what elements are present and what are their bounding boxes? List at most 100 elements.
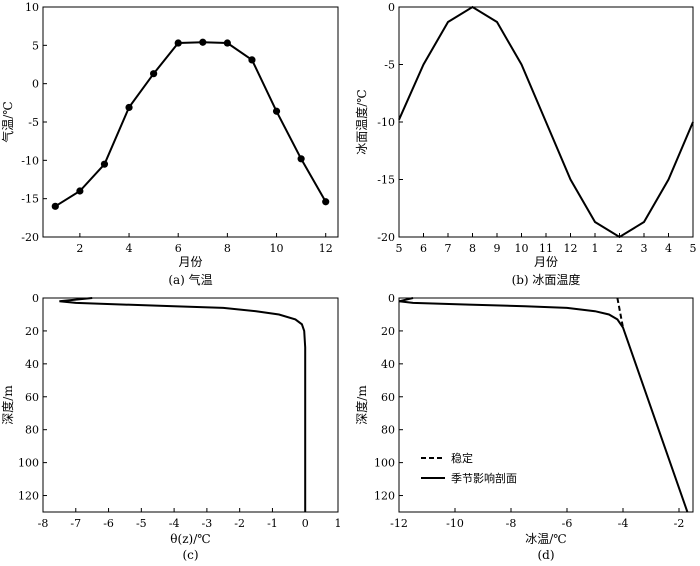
x-tick-label-b: 5 [396,242,403,255]
y-tick-label-d: 20 [381,325,395,338]
x-tick-label-b: 12 [564,242,578,255]
y-tick-label-d: 60 [381,391,395,404]
x-tick-label-d: -4 [618,517,629,530]
y-tick-label-d: 120 [374,490,395,503]
y-tick-label-d: 40 [381,358,395,371]
data-point-a [297,155,305,163]
x-tick-label-d: -2 [674,517,685,530]
x-tick-label-c: -3 [202,517,213,530]
x-tick-label-d: -12 [390,517,408,530]
x-tick-label-d: -8 [506,517,517,530]
y-axis-label-d: 深度/m [354,385,369,425]
y-tick-label-c: 80 [25,424,39,437]
y-tick-label-a: -10 [21,154,39,167]
data-point-a [223,39,231,47]
x-axis-label-c: θ(z)/℃ [170,532,210,546]
y-tick-label-c: 20 [25,325,39,338]
series-line-d-0 [616,297,624,328]
y-tick-label-b: -15 [377,174,395,187]
legend-label-d-1: 季节影响剖面 [451,471,517,485]
data-point-a [272,107,281,115]
data-point-a [100,160,109,168]
x-tick-label-b: 2 [616,242,623,255]
x-tick-label-b: 11 [539,242,553,255]
y-tick-label-c: 100 [18,457,39,470]
series-line-c-0 [59,297,307,512]
x-tick-label-c: -2 [234,517,245,530]
x-axis-label-b: 月份 [534,255,558,269]
x-tick-label-b: 7 [445,242,452,255]
data-point-a [51,202,59,210]
x-tick-label-a: 2 [76,242,83,255]
y-tick-label-a: 0 [32,78,39,91]
y-tick-label-d: 100 [374,457,395,470]
data-point-a [199,38,207,46]
plot-frame-d [398,297,694,513]
x-tick-label-a: 8 [224,242,231,255]
x-tick-label-b: 10 [515,242,529,255]
y-tick-label-b: -20 [377,231,395,244]
x-tick-label-c: -4 [169,517,180,530]
panel-caption-c: (c) [182,548,198,562]
x-tick-label-b: 5 [690,242,697,255]
x-tick-label-d: -10 [446,517,464,530]
y-tick-label-d: 0 [388,292,395,305]
x-tick-label-c: -6 [103,517,114,530]
y-axis-label-b: 冰面温度/℃ [354,89,369,154]
y-tick-label-d: 80 [381,424,395,437]
series-line-b-0 [398,5,694,239]
y-tick-label-b: -10 [377,116,395,129]
panel-a: 2 4 6 8 10 12 10 5 0 -5 -10 -15 -20 月份 气温/℃ (a) 气温 [0,1,339,287]
panel-caption-a: (a) 气温 [168,272,212,287]
y-axis-label-c: 深度/m [0,385,15,425]
x-tick-label-b: 1 [592,242,599,255]
x-axis-label-a: 月份 [178,255,202,269]
series-line-a-0 [54,41,327,208]
y-tick-label-c: 40 [25,358,39,371]
data-point-a [150,70,158,78]
data-point-a [248,56,256,64]
panel-caption-d: (d) [537,548,554,562]
data-point-a [174,39,182,47]
data-point-a [76,187,84,195]
legend-label-d-0: 稳定 [451,451,473,465]
y-tick-label-c: 60 [25,391,39,404]
y-tick-label-a: -20 [21,231,39,244]
y-tick-label-a: -15 [21,193,39,206]
data-point-a [322,198,330,206]
x-tick-label-c: 1 [335,517,342,530]
x-tick-label-c: -7 [70,517,81,530]
x-tick-label-b: 4 [665,242,672,255]
x-tick-label-b: 3 [641,242,648,255]
x-tick-label-a: 12 [319,242,333,255]
x-tick-label-b: 9 [494,242,501,255]
x-tick-label-b: 6 [420,242,427,255]
plot-frame-c [42,297,339,513]
y-axis-label-a: 气温/℃ [0,101,15,142]
y-tick-label-c: 0 [32,292,39,305]
x-tick-label-c: 0 [302,517,309,530]
x-tick-label-c: -5 [136,517,147,530]
x-tick-label-a: 4 [126,242,133,255]
x-tick-label-b: 8 [469,242,476,255]
x-axis-label-d: 冰温/℃ [525,532,566,546]
data-point-a [125,103,133,112]
x-tick-label-a: 10 [270,242,284,255]
panel-c: -8 -7 -6 -5 -4 -3 -2 -1 0 1020406080100120θ(z)/℃深… [0,292,342,562]
plot-frame-a [42,6,339,238]
x-tick-label-d: -6 [562,517,573,530]
panel-d: -12 -10 -8 -6 -4 -2 0 20 40 60 80 100 120 冰温/℃ 深度/m (d)… [354,292,694,562]
y-tick-label-a: 5 [32,39,39,52]
y-tick-label-a: -5 [28,116,39,129]
panel-caption-b: (b) 冰面温度 [512,272,581,287]
y-tick-label-c: 120 [18,490,39,503]
series-line-d-1 [398,297,689,513]
y-tick-label-b: 0 [388,1,395,14]
x-tick-label-c: -8 [38,517,49,530]
y-tick-label-a: 10 [25,1,39,14]
y-tick-label-b: -5 [384,59,395,72]
x-tick-label-a: 6 [175,242,182,255]
panel-b: 5 6 7 8 9 10 11 12 1 2 3 4 50-5-10-15-20月份冰面温度/℃(b) … [354,1,697,287]
x-tick-label-c: -1 [267,517,278,530]
